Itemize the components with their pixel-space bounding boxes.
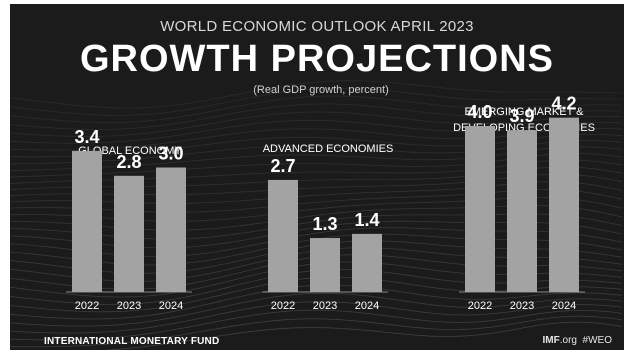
x-tick-label: 2023 — [313, 300, 337, 312]
report-supertitle: WORLD ECONOMIC OUTLOOK APRIL 2023 — [160, 18, 474, 35]
x-tick-label: 2023 — [510, 300, 534, 312]
page-subtitle: (Real GDP growth, percent) — [253, 84, 389, 96]
bar — [310, 238, 340, 292]
wave-line — [10, 301, 623, 334]
chart-title: GLOBAL ECONOMY — [78, 145, 182, 157]
data-label: 1.3 — [312, 214, 337, 234]
bar — [465, 126, 495, 292]
site-brand: IMF — [542, 335, 560, 346]
page-title: GROWTH PROJECTIONS — [79, 38, 555, 80]
x-tick-label: 2024 — [552, 300, 576, 312]
x-tick-label: 2024 — [355, 300, 379, 312]
hashtag: #WEO — [582, 335, 612, 346]
wave-line — [10, 80, 623, 109]
source-label: INTERNATIONAL MONETARY FUND — [44, 336, 220, 347]
bar — [114, 175, 144, 292]
bar — [352, 233, 382, 292]
data-label: 4.0 — [467, 102, 492, 122]
x-tick-label: 2023 — [117, 300, 141, 312]
site-label: IMF.org #WEO — [543, 335, 612, 346]
bar — [507, 130, 537, 292]
data-label: 2.7 — [270, 156, 295, 176]
bar — [156, 167, 186, 292]
wave-line — [10, 111, 623, 137]
wave-line — [10, 315, 623, 348]
infographic-panel: WORLD ECONOMIC OUTLOOK APRIL 2023 GROWTH… — [10, 4, 624, 350]
wave-line — [10, 292, 623, 327]
wave-line — [10, 103, 622, 130]
data-label: 3.4 — [74, 127, 99, 147]
data-label: 4.2 — [551, 94, 576, 114]
chart-title: EMERGING MARKET & — [465, 106, 585, 118]
x-tick-label: 2024 — [159, 300, 183, 312]
wave-line — [104, 321, 623, 350]
data-label: 1.4 — [354, 210, 379, 230]
wave-line — [10, 87, 623, 116]
site-suffix: .org — [559, 335, 577, 346]
bar — [549, 117, 579, 292]
bar — [72, 150, 102, 292]
bar — [268, 179, 298, 292]
data-label: 3.9 — [509, 106, 534, 126]
wave-line — [10, 119, 623, 144]
x-tick-label: 2022 — [468, 300, 492, 312]
x-tick-label: 2022 — [75, 300, 99, 312]
x-tick-label: 2022 — [271, 300, 295, 312]
wave-line — [10, 309, 623, 341]
wave-line — [10, 95, 623, 123]
chart-title: ADVANCED ECONOMIES — [263, 143, 394, 155]
data-label: 2.8 — [116, 152, 141, 172]
data-label: 3.0 — [158, 144, 183, 164]
